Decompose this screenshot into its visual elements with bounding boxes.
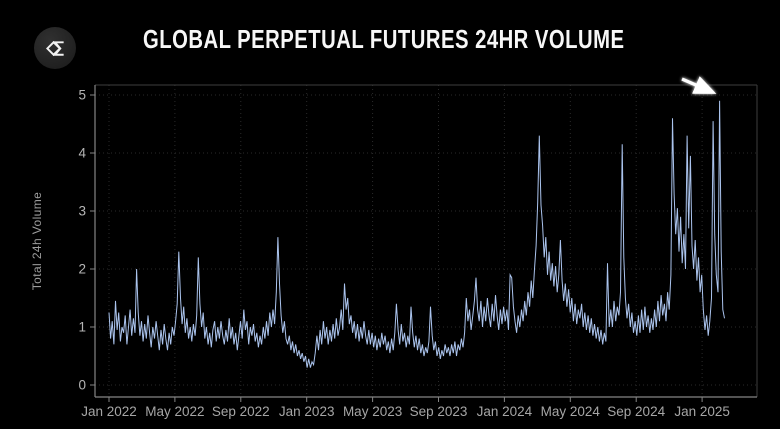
x-tick-label: Sep 2024 — [607, 404, 665, 419]
x-tick-labels: Jan 2022 May 2022 Sep 2022 Jan 2023 May 2023… — [81, 404, 730, 419]
annotation-arrow — [681, 76, 717, 94]
y-tick-label: 2 — [78, 262, 86, 277]
x-tick-label: Jan 2025 — [674, 404, 730, 419]
page-title-text: GLOBAL PERPETUAL FUTURES 24HR VOLUME — [143, 24, 625, 54]
x-tick-label: May 2022 — [145, 404, 204, 419]
x-tick-label: Jan 2022 — [81, 404, 137, 419]
x-tick-label: Sep 2022 — [212, 404, 270, 419]
app-logo — [34, 27, 76, 69]
y-tick-label: 5 — [78, 88, 86, 103]
y-tick-label: 1 — [78, 320, 86, 335]
y-tick-labels: 0 1 2 3 4 5 — [78, 88, 86, 393]
x-tick-label: Jan 2023 — [279, 404, 335, 419]
y-tick-label: 4 — [78, 146, 86, 161]
x-tick-label: May 2023 — [343, 404, 402, 419]
y-tick-label: 0 — [78, 378, 86, 393]
sigma-diamond-icon — [45, 40, 64, 56]
y-tick-label: 3 — [78, 204, 86, 219]
plot-spines — [94, 84, 758, 398]
y-axis-title: Total 24h Volume — [30, 192, 44, 290]
x-tick-label: Sep 2023 — [410, 404, 468, 419]
arrow-to-peak — [681, 76, 717, 94]
x-tick-label: Jan 2024 — [477, 404, 533, 419]
x-tick-label: May 2024 — [541, 404, 601, 419]
page-title: GLOBAL PERPETUAL FUTURES 24HR VOLUME — [143, 26, 760, 52]
axis-ticks — [90, 94, 703, 402]
volume-series-line — [108, 100, 725, 368]
grid-lines — [95, 85, 757, 397]
